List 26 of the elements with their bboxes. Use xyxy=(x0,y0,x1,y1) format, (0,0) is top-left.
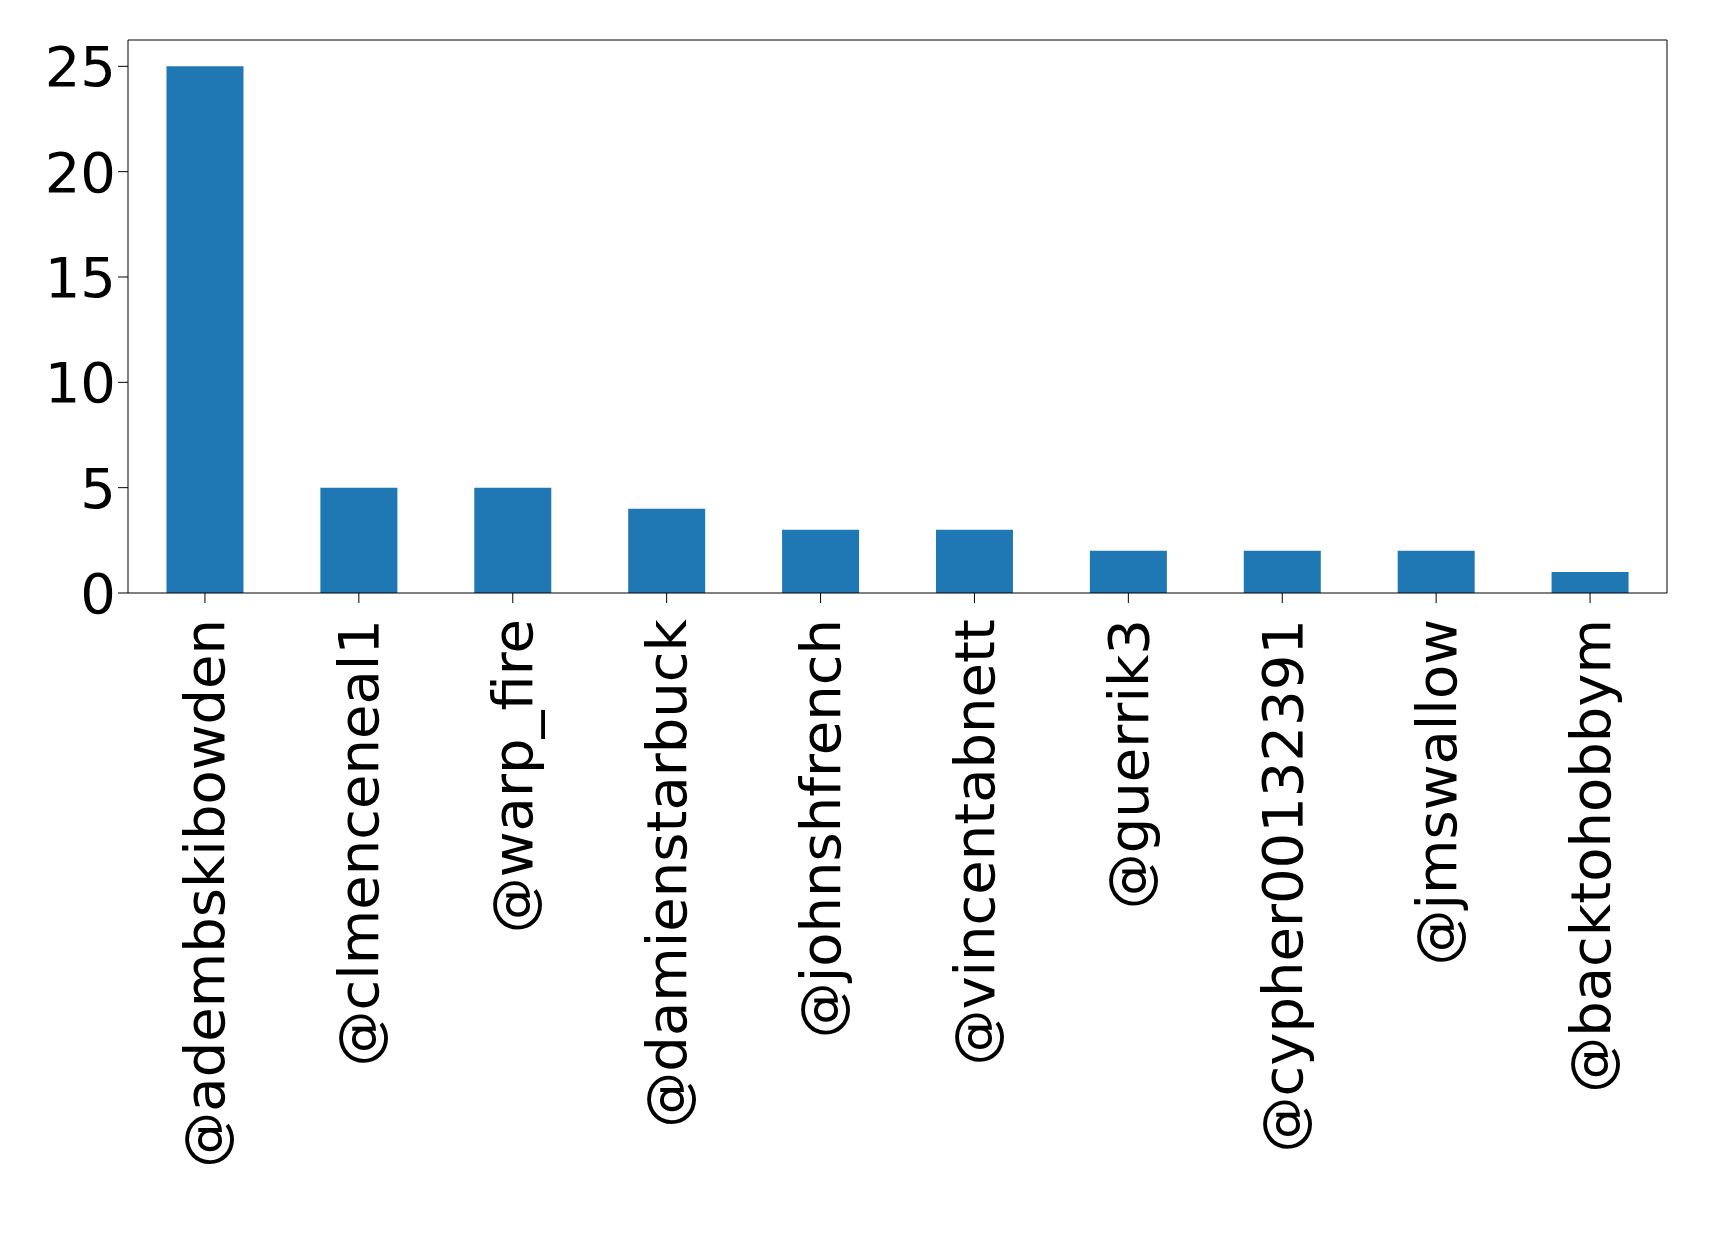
bar xyxy=(935,529,1013,593)
bar xyxy=(166,66,244,593)
bar xyxy=(320,487,398,593)
x-tick-label: @guerrik3 xyxy=(1095,619,1161,910)
x-tick-label: @warp_fire xyxy=(480,619,546,934)
bar xyxy=(474,487,552,593)
x-tick-label: @johnshfrench xyxy=(788,619,854,1039)
x-tick-label: @jmswallow xyxy=(1403,619,1469,966)
bar xyxy=(1551,571,1629,593)
x-tick-label: @adembskibowden xyxy=(172,619,238,1168)
bar xyxy=(1243,550,1321,593)
x-tick-label: @cypher00132391 xyxy=(1249,619,1315,1153)
bar xyxy=(1089,550,1167,593)
y-tick-label: 10 xyxy=(44,350,116,416)
y-tick-label: 15 xyxy=(44,244,116,310)
y-tick-label: 20 xyxy=(44,139,116,205)
x-tick-label: @backtohobbym xyxy=(1557,619,1623,1093)
y-tick-label: 5 xyxy=(80,455,116,521)
bar xyxy=(782,529,860,593)
x-tick-label: @vincentabnett xyxy=(941,619,1007,1066)
y-tick-label: 0 xyxy=(80,560,116,626)
x-tick-label: @damienstarbuck xyxy=(634,618,700,1128)
bar xyxy=(628,508,706,593)
x-tick-label: @clmenceneal1 xyxy=(326,619,392,1067)
y-tick-label: 25 xyxy=(44,34,116,100)
bar xyxy=(1397,550,1475,593)
